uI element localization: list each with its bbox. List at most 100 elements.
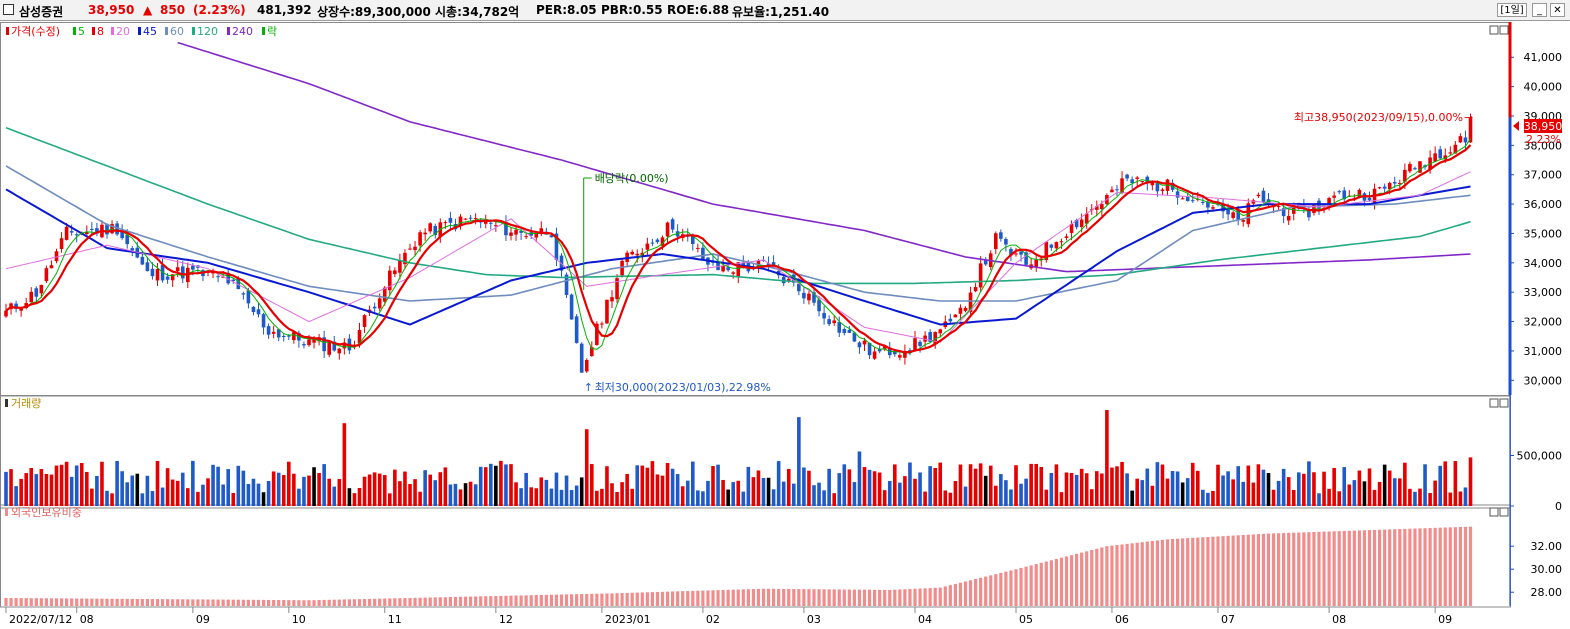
- foreign-ratio-bar: [246, 599, 250, 606]
- volume-bar: [877, 472, 882, 506]
- legend-swatch: [227, 27, 230, 35]
- volume-bar: [1357, 470, 1362, 506]
- candle-body: [670, 219, 675, 230]
- candle-body: [388, 270, 392, 291]
- volume-bar: [1130, 490, 1134, 506]
- candle-body: [913, 338, 917, 350]
- foreign-ratio-bar: [903, 589, 907, 606]
- ma5-line: [5, 138, 1471, 355]
- minimize-icon[interactable]: _: [1532, 3, 1547, 17]
- foreign-ratio-bar: [1458, 526, 1462, 606]
- volume-bar: [1135, 478, 1139, 506]
- foreign-ratio-bar: [918, 588, 922, 606]
- volume-bar: [711, 466, 715, 506]
- volume-bar: [559, 489, 564, 506]
- volume-bar: [327, 478, 331, 506]
- volume-bar: [635, 465, 640, 506]
- candle-body: [529, 232, 533, 236]
- foreign-ratio-bar: [645, 592, 649, 606]
- volume-bar: [1140, 480, 1145, 506]
- volume-bar: [701, 491, 705, 506]
- volume-bar: [1271, 489, 1276, 506]
- foreign-ratio-bar: [529, 595, 533, 606]
- foreign-ratio-bar: [1418, 528, 1422, 606]
- volume-bar: [610, 483, 614, 506]
- candle-body: [1059, 241, 1064, 243]
- volume-bar: [978, 463, 983, 506]
- volume-bar: [726, 489, 730, 506]
- candle-body: [362, 315, 367, 327]
- volume-bar: [266, 481, 271, 506]
- volume-bar: [1115, 466, 1119, 506]
- foreign-ratio-bar: [615, 593, 619, 606]
- legend-swatch: [111, 27, 114, 35]
- foreign-ratio-bar: [888, 589, 892, 606]
- foreign-ratio-bar: [1266, 533, 1271, 606]
- select-checkbox[interactable]: [3, 4, 14, 15]
- candle-body: [54, 251, 59, 262]
- panel-minimize-icon: [1489, 507, 1499, 517]
- stock-name[interactable]: 삼성증권: [19, 5, 64, 19]
- volume-bar: [115, 461, 119, 506]
- candle-body: [1069, 223, 1074, 234]
- foreign-ratio-bar: [1120, 544, 1124, 606]
- candle-body: [241, 293, 246, 295]
- candle-body: [423, 232, 427, 235]
- foreign-ratio-bar: [39, 598, 43, 606]
- volume-bar: [175, 480, 180, 506]
- candle-body: [372, 306, 377, 309]
- candle-body: [90, 228, 94, 230]
- volume-bar: [120, 471, 124, 506]
- foreign-ratio-bar: [1014, 569, 1018, 606]
- candle-body: [44, 268, 49, 282]
- foreign-ratio-bar: [191, 599, 195, 606]
- price-axis-label: 36,000: [1524, 198, 1563, 211]
- volume-bar: [590, 464, 594, 506]
- candle-body: [59, 238, 64, 250]
- foreign-ratio-bar: [933, 587, 937, 606]
- volume-bar: [1413, 491, 1417, 506]
- candle-body: [150, 268, 155, 277]
- candle-body: [287, 335, 291, 337]
- candle-body: [29, 291, 34, 303]
- candle-body: [877, 349, 882, 352]
- price-axis-label: 32,000: [1524, 316, 1563, 329]
- volume-bar: [1433, 480, 1437, 506]
- candle-body: [1120, 178, 1124, 193]
- volume-bar: [1155, 462, 1160, 506]
- volume-bar: [473, 484, 478, 506]
- volume-bar: [1180, 482, 1185, 506]
- volume-bar: [1428, 493, 1432, 506]
- period-button[interactable]: [1일]: [1497, 3, 1527, 17]
- close-icon[interactable]: ✕: [1550, 3, 1565, 17]
- volume-bar: [494, 465, 498, 506]
- candle-body: [4, 310, 8, 317]
- volume-bar: [908, 462, 912, 506]
- foreign-ratio-bar: [1282, 533, 1286, 606]
- volume-bar: [1175, 471, 1180, 506]
- foreign-ratio-bar: [1170, 539, 1175, 606]
- foreign-ratio-bar: [590, 593, 594, 606]
- stock-chart[interactable]: 30,000 31,000 32,000 33,000 34,000 35,000 36,0…: [0, 22, 1570, 629]
- foreign-ratio-bar: [832, 589, 836, 606]
- candle-body: [978, 263, 983, 288]
- trade-volume: 481,392: [257, 3, 312, 17]
- volume-bar: [85, 471, 89, 506]
- volume-bar: [478, 466, 483, 506]
- candle-body: [1281, 208, 1286, 217]
- foreign-ratio-bar: [489, 596, 493, 606]
- foreign-ratio-bar: [716, 590, 720, 606]
- foreign-ratio-bar: [272, 599, 276, 606]
- foreign-ratio-bar: [1181, 538, 1185, 606]
- foreign-ratio-bar: [1403, 528, 1407, 606]
- candle-body: [948, 318, 953, 322]
- volume-bar: [347, 488, 352, 506]
- candle-body: [1468, 117, 1473, 143]
- foreign-ratio-bar: [665, 591, 670, 606]
- volume-bar: [1160, 464, 1165, 506]
- volume-bar: [1221, 475, 1225, 506]
- candle-body: [610, 297, 614, 302]
- volume-bar: [792, 483, 796, 506]
- candle-body: [1236, 209, 1240, 220]
- volume-bar: [1256, 464, 1261, 506]
